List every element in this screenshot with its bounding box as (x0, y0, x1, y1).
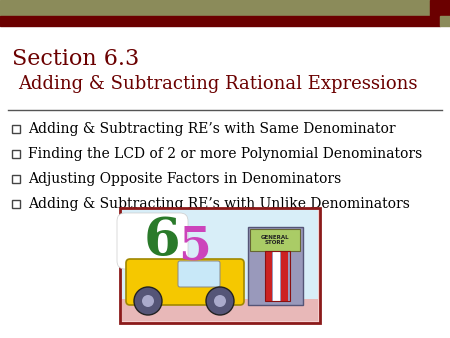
Circle shape (142, 295, 154, 307)
Bar (12, 175, 20, 183)
Bar (281, 251, 288, 301)
Bar (12, 200, 20, 208)
Circle shape (134, 287, 162, 315)
Circle shape (206, 287, 234, 315)
Bar (248, 227, 303, 305)
Text: Adding & Subtracting RE’s with Unlike Denominators: Adding & Subtracting RE’s with Unlike De… (28, 197, 410, 211)
Text: Adjusting Opposite Factors in Denominators: Adjusting Opposite Factors in Denominato… (28, 172, 341, 186)
Bar (440, 16, 450, 26)
Text: Adding & Subtracting RE’s with Same Denominator: Adding & Subtracting RE’s with Same Deno… (28, 122, 396, 136)
Text: 5: 5 (179, 224, 212, 270)
Bar (250, 229, 300, 251)
Text: 6: 6 (144, 216, 180, 266)
Text: GENERAL
STORE: GENERAL STORE (261, 235, 289, 245)
Bar (265, 251, 272, 301)
FancyBboxPatch shape (117, 213, 188, 269)
Bar (430, 0, 450, 16)
Bar (122, 210, 318, 321)
Circle shape (214, 295, 226, 307)
Text: Finding the LCD of 2 or more Polynomial Denominators: Finding the LCD of 2 or more Polynomial … (28, 147, 422, 161)
Bar (12, 125, 20, 133)
Text: Adding & Subtracting Rational Expressions: Adding & Subtracting Rational Expression… (18, 75, 418, 93)
FancyBboxPatch shape (178, 261, 220, 287)
FancyBboxPatch shape (126, 259, 244, 305)
Text: Section 6.3: Section 6.3 (12, 48, 139, 70)
Bar (265, 251, 290, 301)
Bar (0, 0, 430, 16)
Bar (273, 251, 280, 301)
Bar (12, 150, 20, 158)
Bar (0, 16, 440, 26)
Bar (122, 299, 318, 321)
Bar (120, 208, 320, 323)
